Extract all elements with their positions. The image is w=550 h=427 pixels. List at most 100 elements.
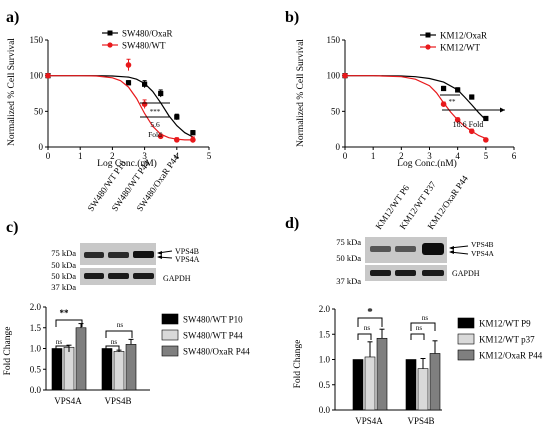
panel-d-bracket-sig-4 bbox=[410, 333, 425, 340]
panel-d-sig-1: * bbox=[367, 306, 373, 318]
panel-b-arrowhead bbox=[500, 107, 505, 113]
panel-a-fold-word: Fold bbox=[148, 130, 162, 139]
panel-d-legend-swatch-km12-wt-p37 bbox=[457, 333, 475, 345]
panel-b-y-tick-label-1: 50 bbox=[331, 106, 341, 116]
panel-c-y-tick-label-4: 2.0 bbox=[30, 302, 42, 312]
panel-d-vps4b-arrowhead bbox=[449, 246, 454, 250]
panel-c-sig-2: ns bbox=[56, 338, 63, 346]
panel-a-legend-label-sw480-oxar: SW480/OxaR bbox=[122, 29, 173, 39]
panel-c-vps4b-label: VPS4B bbox=[175, 247, 199, 256]
panel-b-x-tick-label-5: 5 bbox=[484, 151, 489, 161]
panel-c-y-tick-label-3: 1.5 bbox=[30, 323, 42, 333]
panel-a-point-sw480-oxar-5 bbox=[190, 130, 196, 136]
panel-d-western-blot: KM12/WT P6 KM12/WT P37 KM12/OxaR P44 75 … bbox=[336, 173, 494, 286]
panel-a-x-tick-label-1: 1 bbox=[78, 151, 83, 161]
panel-b-y-tick-label-0: 0 bbox=[336, 142, 341, 152]
panel-d-y-tick-label-4: 2.0 bbox=[319, 304, 331, 314]
panel-c-y-tick-label-2: 1.0 bbox=[30, 344, 42, 354]
panel-d-gapdh-label: GAPDH bbox=[452, 269, 480, 278]
panel-d-bar-vps4b-km12-wt-p37 bbox=[417, 368, 429, 411]
panel-b-x-tick-label-4: 4 bbox=[455, 151, 460, 161]
panel-d-category-label-vps4b: VPS4B bbox=[407, 416, 434, 426]
panel-b-y-axis-title: Normalized % Cell Survival bbox=[296, 39, 306, 147]
panel-d-bracket-sig-1 bbox=[357, 317, 383, 327]
panel-b-point-km12-wt-2 bbox=[454, 117, 461, 123]
panel-b-x-tick-label-1: 1 bbox=[371, 151, 376, 161]
panel-d-gapdh-band-lane-1 bbox=[370, 270, 391, 276]
panel-c-vps4a-label: VPS4A bbox=[175, 255, 200, 264]
panel-a-point-sw480-oxar-3 bbox=[158, 90, 164, 97]
panel-d-y-tick-label-3: 1.5 bbox=[319, 329, 331, 339]
panel-a-point-sw480-wt-3 bbox=[157, 133, 164, 140]
panel-c-legend-swatch-sw480-wt-p44 bbox=[161, 329, 179, 341]
panel-c-marker-50-bottom: 50 kDa bbox=[51, 271, 76, 281]
panel-d-marker-37: 37 kDa bbox=[336, 276, 361, 286]
panel-d-legend-swatch-km12-oxar-p44 bbox=[457, 349, 475, 361]
panel-d-vps4-band-lane-3 bbox=[422, 243, 444, 255]
panel-c-marker-50-top: 50 kDa bbox=[51, 260, 76, 270]
panel-b-dose-response-chart: 0 1 2 3 4 5 6 0 50 100 150 KM12/OxaR KM12/WT bbox=[327, 31, 517, 162]
panel-b-x-tick-label-2: 2 bbox=[399, 151, 404, 161]
panel-c-y-tick-label-1: 0.5 bbox=[30, 364, 42, 374]
panel-b-point-km12-wt-1 bbox=[440, 101, 447, 107]
panel-d-gapdh-band-lane-2 bbox=[395, 270, 416, 276]
panel-c-legend-label-sw480-wt-p10: SW480/WT P10 bbox=[183, 315, 243, 325]
panel-b-y-tick-label-3: 150 bbox=[327, 35, 341, 45]
panel-b-point-km12-wt-0 bbox=[342, 72, 348, 79]
panel-d-sig-3: ns bbox=[422, 314, 429, 322]
panel-c-bracket-sig-2 bbox=[55, 345, 70, 352]
panel-d-letter: d) bbox=[285, 215, 299, 232]
panel-a-point-sw480-wt-1 bbox=[125, 62, 132, 68]
panel-d-fold-change-chart: 0.0 0.5 1.0 1.5 2.0 VPS4A VPS4B KM12/WT P9 KM12/… bbox=[319, 304, 543, 426]
panel-a-x-tick-label-4: 4 bbox=[175, 151, 180, 161]
panel-c-bar-vps4a-sw480-wt-p10 bbox=[51, 348, 63, 391]
panel-c-legend-swatch-sw480-wt-p10 bbox=[161, 313, 179, 325]
panel-d-vps4-band-lane-1 bbox=[370, 246, 391, 252]
panel-b-legend-label-km12-wt: KM12/WT bbox=[440, 43, 480, 53]
panel-a-point-sw480-wt-2 bbox=[141, 101, 148, 107]
panel-d-bar-vps4a-km12-wt-p9 bbox=[352, 359, 364, 411]
panel-c-sig-1: ** bbox=[60, 308, 70, 318]
panel-d-y-tick-label-1: 0.5 bbox=[319, 380, 331, 390]
panel-b-fold-text: 18.6 Fold bbox=[453, 120, 484, 129]
panel-d-y-tick-label-2: 1.0 bbox=[319, 355, 331, 365]
panel-c-marker-37: 37 kDa bbox=[51, 282, 76, 292]
panel-a-fit-curve-sw480-wt bbox=[48, 75, 193, 141]
panel-d-legend-swatch-km12-wt-p9 bbox=[457, 317, 475, 329]
panel-c-y-axis-title: Fold Change bbox=[3, 327, 13, 376]
panel-b-point-km12-oxar-3 bbox=[469, 94, 475, 100]
panel-c-letter: c) bbox=[6, 219, 18, 236]
panel-b-legend-label-km12-oxar: KM12/OxaR bbox=[440, 31, 487, 41]
panel-c-marker-75: 75 kDa bbox=[51, 248, 76, 258]
panel-d-vps4a-arrowhead bbox=[449, 250, 454, 254]
panel-d-vps4-band-lane-2 bbox=[395, 246, 416, 252]
panel-c-bracket-sig-3 bbox=[105, 330, 133, 338]
panel-c-vps4a-arrowhead bbox=[157, 255, 162, 259]
panel-c-gapdh-band-lane-1 bbox=[84, 273, 104, 279]
panel-a-fold-value: 5.6 bbox=[150, 120, 160, 129]
panel-a-y-tick-label-1: 50 bbox=[34, 106, 44, 116]
panel-b-significance: ** bbox=[449, 98, 457, 106]
panel-c-bar-vps4b-sw480-oxar-p44 bbox=[125, 344, 137, 391]
panel-a-x-tick-label-0: 0 bbox=[46, 151, 51, 161]
panel-d-bar-vps4b-km12-oxar-p44 bbox=[429, 353, 441, 411]
panel-c-bar-vps4b-sw480-wt-p44 bbox=[113, 351, 125, 391]
panel-d-gapdh-band-lane-3 bbox=[422, 270, 444, 276]
panel-b-x-axis-title: Log Conc.(nM) bbox=[397, 158, 457, 169]
panel-d-bracket-sig-3 bbox=[410, 322, 436, 331]
panel-a-point-sw480-wt-5 bbox=[190, 137, 196, 143]
panel-d-bracket-sig-2 bbox=[357, 333, 372, 340]
panel-c-legend-label-sw480-oxar-p44: SW480/OxaR P44 bbox=[183, 347, 250, 357]
panel-a-legend-marker-sw480-wt bbox=[107, 42, 113, 48]
panel-a-fit-curve-sw480-oxar bbox=[48, 75, 194, 138]
panel-b-legend-marker-km12-wt bbox=[425, 44, 431, 50]
panel-a-significance: *** bbox=[150, 108, 161, 116]
panel-c-y-tick-label-0: 0.0 bbox=[30, 385, 42, 395]
panel-a-y-tick-label-3: 150 bbox=[30, 35, 44, 45]
panel-b-point-km12-wt-3 bbox=[468, 128, 475, 135]
panel-d-legend-label-km12-wt-p9: KM12/WT P9 bbox=[479, 319, 531, 329]
panel-c-bracket-sig-1 bbox=[55, 319, 83, 327]
panel-b-fit-curve-km12-oxar bbox=[345, 75, 487, 121]
panel-b-point-km12-oxar-2 bbox=[455, 87, 461, 93]
